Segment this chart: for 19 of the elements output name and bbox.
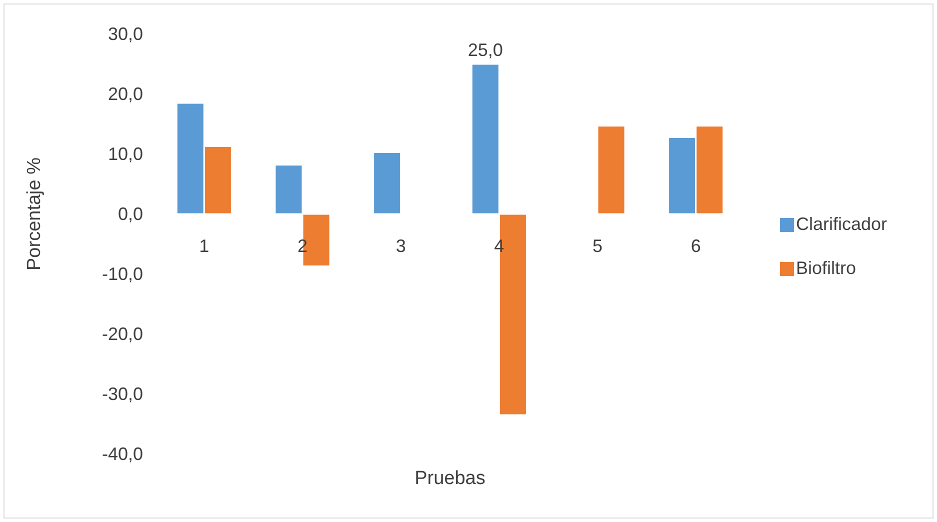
y-tick-label: 10,0: [108, 144, 143, 164]
x-tick-label: 5: [592, 236, 603, 256]
legend-label: Clarificador: [796, 214, 888, 234]
data-label: 25,0: [468, 40, 503, 60]
y-tick-label: 20,0: [108, 84, 143, 104]
x-tick-label: 1: [199, 236, 210, 256]
y-tick-label: 0,0: [118, 204, 143, 224]
y-axis-title: Porcentaje %: [24, 157, 45, 271]
y-tick-label: -30,0: [102, 384, 143, 404]
x-tick-label: 6: [690, 236, 701, 256]
x-axis-title: Pruebas: [414, 468, 486, 489]
bar: [596, 125, 626, 215]
bar: [372, 151, 402, 215]
y-tick-label: -20,0: [102, 324, 143, 344]
y-tick-label: 30,0: [108, 24, 143, 44]
y-tick-label: -40,0: [102, 444, 143, 464]
y-tick-label: -10,0: [102, 264, 143, 284]
legend-label: Biofiltro: [796, 258, 856, 278]
x-tick-label: 3: [396, 236, 406, 256]
